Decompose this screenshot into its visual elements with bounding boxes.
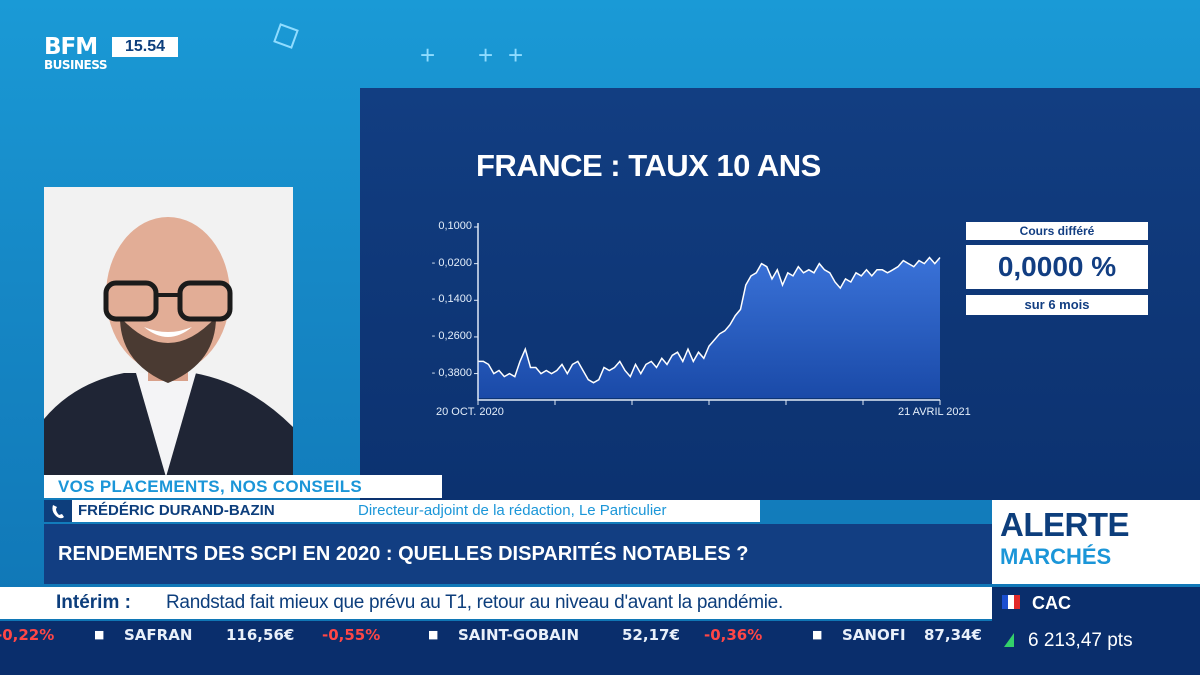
- stock-ticker: -0,22% ■ SAFRAN 116,56€ -0,55% ■ SAINT-G…: [0, 621, 992, 675]
- index-panel: CAC 6 213,47 pts: [992, 587, 1200, 675]
- y-tick-label: - 0,1400: [431, 293, 472, 306]
- ticker-name: SAFRAN: [124, 626, 193, 644]
- news-text: Randstad fait mieux que prévu au T1, ret…: [166, 592, 783, 613]
- ticker-value: 116,56€: [226, 626, 295, 644]
- alert-line2: MARCHÉS: [1000, 544, 1112, 569]
- ticker-value: 87,34€: [924, 626, 982, 644]
- phone-icon: [44, 500, 72, 522]
- headline: RENDEMENTS DES SCPI EN 2020 : QUELLES DI…: [44, 524, 992, 584]
- france-flag-icon: [1002, 595, 1020, 609]
- index-value: 6 213,47 pts: [1028, 630, 1133, 651]
- ticker-name: SAINT-GOBAIN: [458, 626, 580, 644]
- up-arrow-icon: [1004, 633, 1014, 647]
- guest-name-bar: FRÉDÉRIC DURAND-BAZIN Directeur-adjoint …: [44, 500, 760, 522]
- decorative-plus-icon: +: [508, 40, 524, 70]
- logo-line2: BUSINESS: [44, 58, 107, 72]
- ticker-bullet: ■: [428, 628, 439, 641]
- channel-logo: BFM BUSINESS: [44, 34, 107, 73]
- info-value: 0,0000 %: [966, 245, 1148, 289]
- guest-role: Directeur-adjoint de la rédaction, Le Pa…: [358, 502, 667, 519]
- series-area: [478, 257, 940, 398]
- info-bottom-label: sur 6 mois: [966, 295, 1148, 315]
- news-bar: Intérim : Randstad fait mieux que prévu …: [0, 587, 992, 619]
- guest-photo: [44, 187, 293, 477]
- alert-badge: ALERTE MARCHÉS: [992, 500, 1200, 584]
- ticker-change: -0,22%: [0, 626, 55, 644]
- logo-line1: BFM: [44, 34, 98, 60]
- info-top-label: Cours différé: [966, 222, 1148, 240]
- y-tick-label: - 0,0200: [431, 256, 472, 269]
- y-tick-label: - 0,2600: [431, 329, 472, 342]
- y-tick-label: - 0,3800: [431, 366, 472, 379]
- alert-line1: ALERTE: [1000, 506, 1130, 543]
- y-tick-label: 0,1000: [438, 220, 472, 232]
- chart-title: FRANCE : TAUX 10 ANS: [476, 148, 821, 183]
- news-label: Intérim :: [56, 592, 131, 613]
- series-line: [478, 256, 941, 384]
- x-end-label: 21 AVRIL 2021: [898, 406, 971, 418]
- ticker-bullet: ■: [812, 628, 823, 641]
- guest-name: FRÉDÉRIC DURAND-BAZIN: [78, 502, 275, 519]
- decorative-plus-icon: +: [478, 40, 494, 70]
- program-tag: VOS PLACEMENTS, NOS CONSEILS: [44, 475, 442, 498]
- index-name: CAC: [1032, 593, 1071, 613]
- ticker-change: -0,36%: [704, 626, 763, 644]
- ticker-name: SANOFI: [842, 626, 906, 644]
- decorative-plus-icon: +: [420, 40, 436, 70]
- x-start-label: 20 OCT. 2020: [436, 406, 504, 418]
- ticker-bullet: ■: [94, 628, 105, 641]
- ticker-value: 52,17€: [622, 626, 680, 644]
- clock: 15.54: [112, 37, 178, 57]
- ticker-change: -0,55%: [322, 626, 381, 644]
